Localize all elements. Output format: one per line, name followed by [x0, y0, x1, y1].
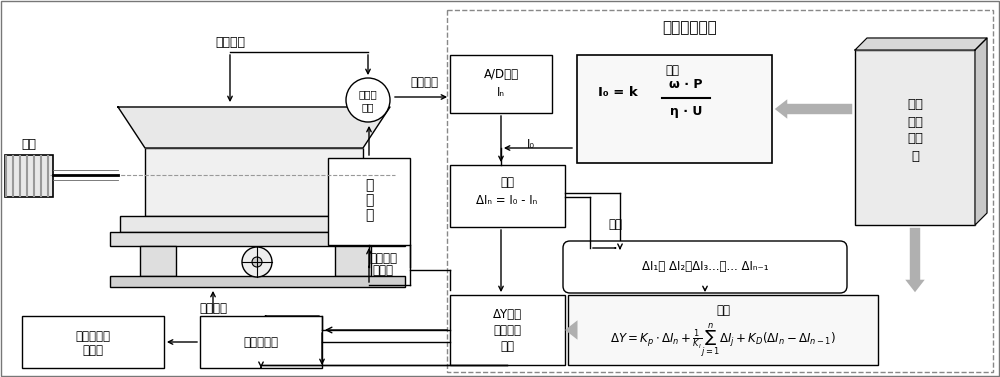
Text: 计算: 计算 — [500, 176, 514, 190]
Text: 工艺: 工艺 — [907, 115, 923, 129]
Bar — [5, 155, 53, 197]
Bar — [140, 246, 176, 276]
Text: η · U: η · U — [670, 106, 702, 118]
Text: 输出: 输出 — [500, 340, 514, 352]
Circle shape — [252, 257, 262, 267]
Text: 存储: 存储 — [608, 219, 622, 231]
Text: 打磨参数: 打磨参数 — [493, 323, 521, 337]
Text: 变速器: 变速器 — [82, 343, 104, 357]
Text: ΔY以及: ΔY以及 — [492, 308, 522, 320]
Circle shape — [242, 247, 272, 277]
Bar — [22, 316, 164, 368]
Text: 定时采样: 定时采样 — [410, 75, 438, 89]
Text: 频: 频 — [365, 193, 373, 207]
Bar — [335, 246, 371, 276]
Text: 变: 变 — [365, 178, 373, 192]
Polygon shape — [118, 107, 390, 148]
Text: A/D转换: A/D转换 — [483, 67, 519, 81]
Text: 电流传: 电流传 — [359, 89, 377, 99]
Bar — [110, 276, 405, 287]
Bar — [855, 50, 975, 225]
Text: 轮转速: 轮转速 — [372, 264, 394, 276]
Text: Iₙ: Iₙ — [497, 86, 505, 100]
Bar — [120, 216, 395, 232]
Text: 打磨: 打磨 — [907, 98, 923, 112]
Text: 感器: 感器 — [362, 102, 374, 112]
Polygon shape — [975, 38, 987, 225]
Text: 驱动丝杮: 驱动丝杮 — [199, 302, 227, 314]
Text: 数据: 数据 — [907, 132, 923, 146]
Text: 输入电源: 输入电源 — [215, 37, 245, 49]
Bar — [145, 148, 363, 216]
Text: 伺服电机及: 伺服电机及 — [76, 329, 110, 342]
Bar — [450, 165, 565, 227]
Text: 打磨控制系统: 打磨控制系统 — [663, 20, 717, 35]
Text: 伺服驱动器: 伺服驱动器 — [244, 336, 278, 348]
Text: 磨轮: 磨轮 — [22, 138, 36, 150]
Text: 器: 器 — [365, 208, 373, 222]
Bar — [110, 232, 405, 246]
Text: 控制打磨: 控制打磨 — [369, 251, 397, 265]
FancyBboxPatch shape — [563, 241, 847, 293]
Bar — [328, 158, 410, 245]
Circle shape — [346, 78, 390, 122]
Bar — [450, 295, 565, 365]
Bar — [200, 316, 322, 368]
Text: 库: 库 — [911, 150, 919, 162]
Bar — [450, 55, 552, 113]
Text: 计算: 计算 — [665, 64, 679, 78]
Text: 计算: 计算 — [716, 303, 730, 317]
Text: ω · P: ω · P — [669, 78, 703, 92]
Bar — [568, 295, 878, 365]
Text: ΔI₁、 ΔI₂、ΔI₃...，... ΔIₙ₋₁: ΔI₁、 ΔI₂、ΔI₃...，... ΔIₙ₋₁ — [642, 261, 768, 273]
Bar — [577, 55, 772, 163]
Bar — [447, 10, 993, 372]
Polygon shape — [855, 38, 987, 50]
Text: I₀: I₀ — [527, 138, 535, 152]
Text: $\Delta Y = K_p \cdot \Delta I_n + \frac{1}{K_I}\sum_{j=1}^{n}\Delta I_j + K_D(\: $\Delta Y = K_p \cdot \Delta I_n + \frac… — [610, 321, 836, 359]
Text: ΔIₙ = I₀ - Iₙ: ΔIₙ = I₀ - Iₙ — [476, 193, 538, 207]
Text: I₀ = k: I₀ = k — [598, 86, 638, 98]
